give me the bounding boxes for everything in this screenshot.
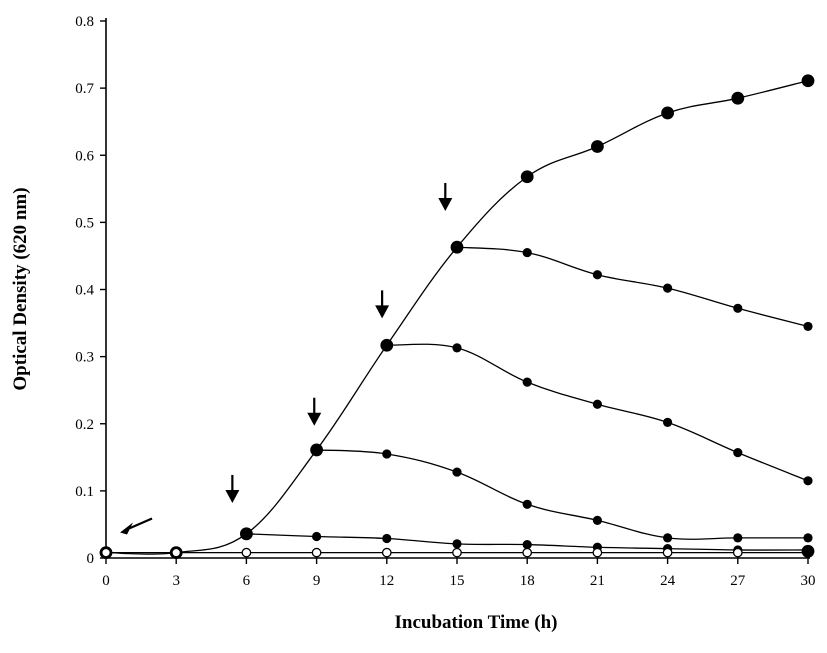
series-6-point (452, 547, 462, 558)
x-tick-label: 12 (379, 573, 394, 589)
x-tick-label: 0 (102, 573, 110, 589)
y-tick-label: 0.5 (75, 215, 94, 231)
x-tick-label: 9 (313, 573, 321, 589)
series-line-3 (386, 343, 809, 482)
y-tick-label: 0.1 (75, 484, 94, 500)
x-tick-label: 6 (243, 573, 251, 589)
series-4-point (592, 515, 603, 526)
series-2-point (522, 247, 532, 258)
series-4-point (382, 449, 392, 459)
x-tick-label: 3 (172, 573, 180, 589)
series-6-point (592, 547, 603, 558)
x-tick-label: 18 (520, 573, 535, 589)
series-line-1 (105, 80, 809, 555)
series-6-point (381, 547, 392, 558)
annotation-arrow-head (120, 522, 134, 535)
annotation-arrow-head (225, 489, 240, 503)
series-5-point (312, 531, 322, 542)
series-4-point (803, 533, 813, 543)
y-tick-label: 0.7 (75, 81, 94, 97)
annotation-arrow-head (375, 305, 390, 319)
series-2-point (733, 303, 743, 313)
y-tick-label: 0.8 (75, 14, 94, 30)
series-3-point (382, 340, 392, 350)
series-3-point (452, 343, 462, 353)
series-1-point (591, 140, 604, 153)
annotation-arrow-shaft (128, 517, 153, 530)
x-axis-title: Incubation Time (h) (395, 612, 558, 633)
series-4-point (522, 499, 532, 509)
x-tick-label: 30 (801, 573, 816, 589)
series-6-point (171, 547, 182, 558)
series-6-point (732, 547, 743, 558)
series-3-point (663, 417, 673, 428)
series-2-point (663, 283, 673, 293)
series-4-point (733, 533, 743, 543)
series-3-point (592, 399, 603, 409)
x-tick-label: 15 (450, 573, 465, 589)
y-tick-label: 0 (87, 551, 95, 567)
series-6-point (662, 547, 673, 558)
series-3-point (733, 448, 743, 458)
series-4-point (663, 533, 673, 543)
y-tick-label: 0.2 (75, 417, 94, 433)
x-tick-label: 27 (730, 573, 746, 589)
y-tick-label: 0.3 (75, 350, 94, 366)
series-1-point (731, 91, 745, 105)
series-5-point (452, 539, 462, 549)
series-1-point (661, 106, 674, 120)
x-tick-label: 21 (590, 573, 605, 589)
x-tick-label: 24 (660, 573, 676, 589)
series-5-point (382, 533, 392, 544)
series-2-point (803, 321, 813, 332)
series-7-point (801, 544, 815, 558)
annotation-arrow-head (438, 197, 453, 211)
series-6-point (241, 547, 252, 558)
y-tick-label: 0.4 (75, 283, 94, 299)
y-axis-title: Optical Density (620 nm) (10, 187, 31, 390)
series-1-point (801, 74, 815, 88)
series-5-point (522, 539, 532, 550)
series-6-point (522, 547, 533, 558)
series-6-point (311, 547, 322, 558)
series-3-point (522, 377, 532, 387)
series-4-point (452, 467, 462, 477)
series-line-2 (456, 246, 809, 328)
series-5-point (241, 529, 251, 539)
series-6-point (101, 547, 111, 558)
series-line-4 (316, 449, 808, 540)
series-1-point (520, 170, 534, 184)
plot-area: 0 0.1 0.2 0.3 0.4 0.5 0.6 0.7 0.8 0 3 6 9 12 15 18 21 24 2… (75, 14, 815, 589)
series-3-point (803, 476, 813, 486)
series-4-point (312, 445, 322, 455)
y-tick-label: 0.6 (75, 148, 94, 164)
series-2-point (452, 242, 462, 252)
annotation-arrow-head (307, 412, 322, 426)
series-2-point (592, 270, 603, 280)
